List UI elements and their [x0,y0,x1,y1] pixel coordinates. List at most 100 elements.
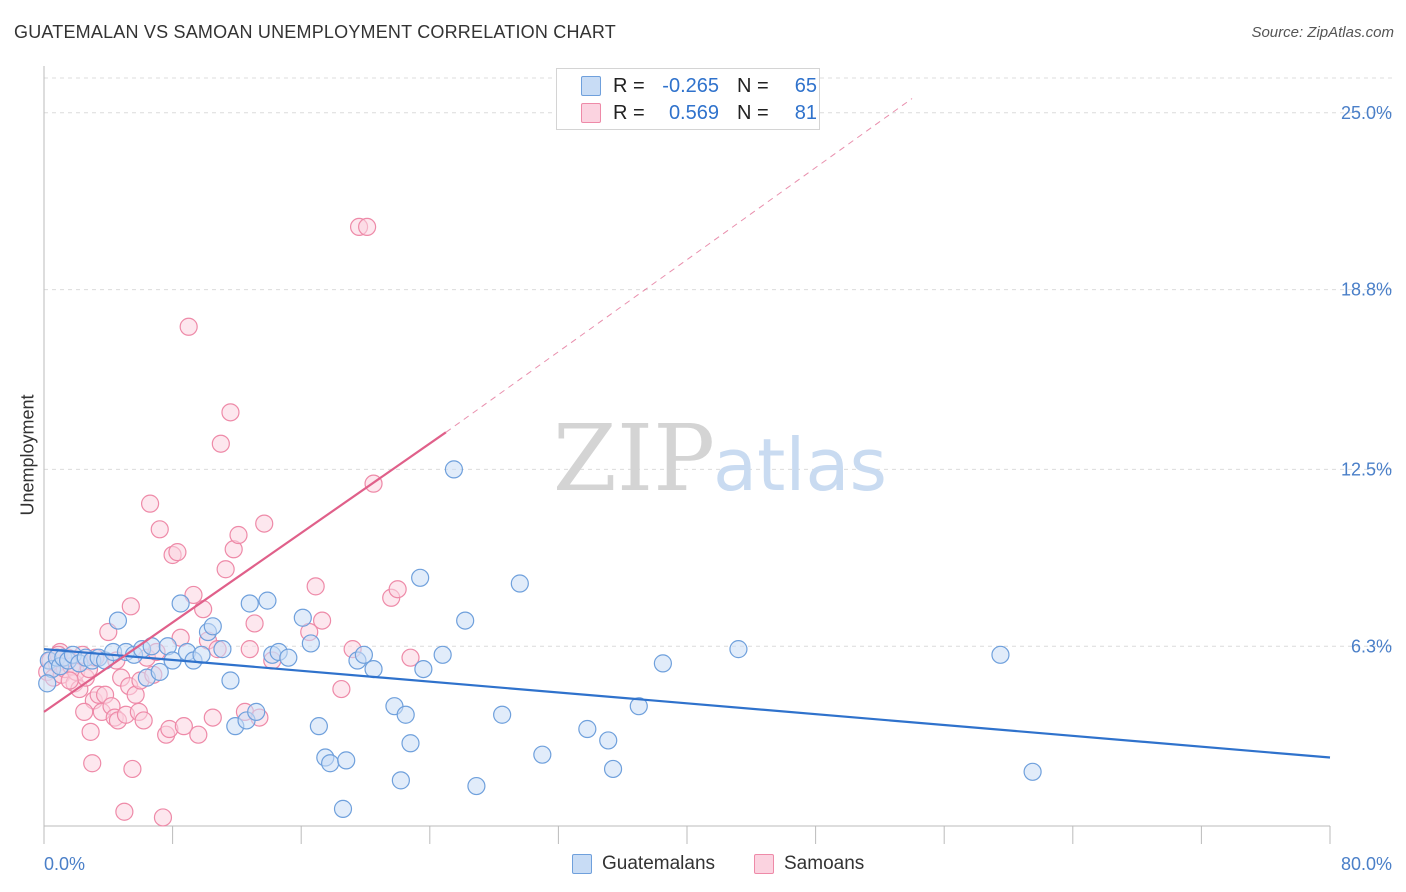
guatemalan-point [414,659,433,679]
guatemalan-point [108,611,128,630]
samoan-point [255,514,274,533]
axes [43,66,1331,844]
grid-lines [44,77,1392,647]
guatemalan-point [396,705,415,724]
n-label: N = [737,101,769,124]
y-tick-label: 25.0% [1341,103,1392,123]
guatemalan-point [279,648,298,667]
guatemalans-trend-line [43,648,1331,759]
samoans-swatch [581,103,601,123]
samoan-point [75,702,94,721]
samoan-point [312,611,332,630]
samoan-point [121,597,140,616]
guatemalans-points [38,460,1042,818]
y-axis-label: Unemployment [17,394,38,516]
guatemalan-point [171,594,190,613]
y-tick-label: 6.3% [1351,636,1392,656]
trend-lines [43,98,1331,759]
samoan-point [245,614,264,633]
samoan-point [189,725,208,744]
samoan-point [123,759,142,779]
y-tick-label: 12.5% [1341,459,1392,479]
watermark-zip: ZIP [553,405,715,512]
guatemalan-point [653,654,672,673]
samoans-trend-line [43,431,447,713]
samoans-points [38,217,420,827]
r-value: 0.569 [668,101,719,124]
samoan-point [60,671,79,690]
x-tick-label-max: 80.0% [1341,854,1392,874]
guatemalan-point [221,671,240,690]
guatemalan-point [247,702,266,721]
samoan-point [203,708,222,727]
guatemalan-point [38,674,57,693]
tick-labels: 6.3% 12.5% 18.8% 25.0% 0.0% 80.0% [44,103,1392,874]
samoan-point [140,494,160,513]
r-label: R = [613,74,645,97]
guatemalan-point [729,640,748,659]
samoan-point [115,802,134,821]
guatemalan-point [599,731,618,750]
guatemalan-point [213,640,232,659]
n-value: 65 [794,74,817,97]
guatemalan-point [192,645,211,664]
guatemalan-point [991,645,1010,664]
guatemalan-point [309,717,328,736]
guatemalan-point [444,460,464,479]
guatemalan-point [364,659,383,679]
samoan-point [83,754,102,773]
samoan-point [81,722,100,741]
samoans-legend-label: Samoans [784,853,865,874]
guatemalans-swatch [581,76,601,96]
guatemalan-point [510,574,529,593]
guatemalan-point [603,759,623,779]
samoan-point [401,648,420,667]
samoans-legend-swatch [754,854,774,874]
guatemalan-point [433,645,452,664]
legend-row-samoans: R = 0.569 N = 81 [581,100,817,126]
guatemalan-point [493,705,512,724]
guatemalan-point [258,591,277,610]
guatemalan-point [354,645,373,664]
guatemalan-point [456,611,475,630]
guatemalans-legend-label: Guatemalans [602,853,716,874]
r-value: -0.265 [662,74,719,97]
x-tick-label-min: 0.0% [44,854,85,874]
guatemalan-point [203,617,222,636]
guatemalan-point [391,771,410,790]
watermark-atlas: atlas [713,423,887,507]
n-value: 81 [794,101,817,124]
samoan-point [168,543,187,562]
guatemalan-point [401,734,420,753]
samoan-point [358,217,377,237]
samoan-point [240,640,259,659]
samoans-trend-extension [445,98,913,433]
samoan-point [174,717,193,736]
legend-row-guatemalans: R = -0.265 N = 65 [581,73,817,99]
samoan-point [388,580,407,599]
samoan-point [306,577,325,596]
guatemalan-point [578,719,597,739]
n-label: N = [737,74,769,97]
samoan-point [211,434,230,453]
guatemalan-point [337,751,356,770]
guatemalan-point [333,799,353,818]
guatemalan-point [629,697,648,716]
r-label: R = [613,101,645,124]
guatemalan-point [301,634,320,653]
guatemalan-point [411,568,430,587]
guatemalan-point [467,776,486,796]
samoan-point [332,679,351,699]
samoan-point [194,600,213,619]
guatemalan-point [240,594,259,613]
legend-samoans: Samoans [754,852,864,876]
legend-guatemalans: Guatemalans [572,852,715,876]
guatemalan-point [533,745,552,764]
guatemalan-point [293,608,312,627]
chart-title: GUATEMALAN VS SAMOAN UNEMPLOYMENT CORREL… [14,22,616,42]
source-label: Source: ZipAtlas.com [1251,24,1394,41]
guatemalan-point [150,662,169,682]
guatemalan-point [321,754,340,773]
guatemalans-legend-swatch [572,854,592,874]
